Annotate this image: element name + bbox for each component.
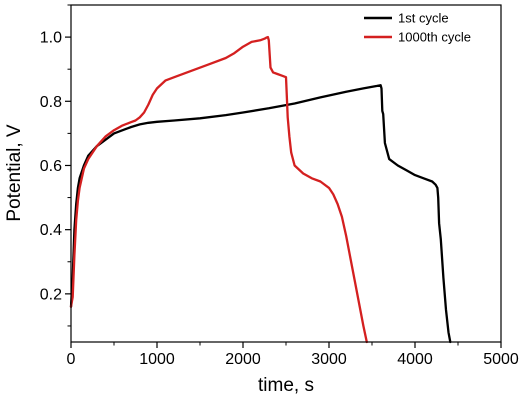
y-tick-label: 0.4	[40, 222, 62, 239]
y-axis-label: Potential, V	[4, 124, 25, 221]
y-tick-label: 0.8	[40, 94, 62, 111]
x-tick-label: 3000	[311, 351, 347, 368]
plot-frame	[70, 4, 502, 343]
series-line-1000th-cycle	[69, 35, 368, 344]
legend: 1st cycle 1000th cycle	[364, 11, 471, 45]
x-tick-label: 2000	[225, 351, 261, 368]
x-tick-label: 0	[67, 351, 76, 368]
y-tick-label: 0.6	[40, 158, 62, 175]
y-tick-label: 1.0	[40, 30, 62, 47]
legend-label-1st-cycle: 1st cycle	[398, 11, 449, 26]
x-tick-label: 1000	[139, 351, 175, 368]
x-tick-label: 5000	[483, 351, 519, 368]
x-axis-ticks: 0 1000 2000 3000 4000 5000	[67, 342, 519, 368]
x-tick-label: 4000	[397, 351, 433, 368]
y-axis-ticks: 0.2 0.4 0.6 0.8 1.0	[40, 4, 71, 327]
legend-label-1000th-cycle: 1000th cycle	[398, 30, 471, 45]
plot-series	[69, 35, 452, 344]
y-tick-label: 0.2	[40, 286, 62, 303]
x-axis-label: time, s	[258, 375, 314, 396]
